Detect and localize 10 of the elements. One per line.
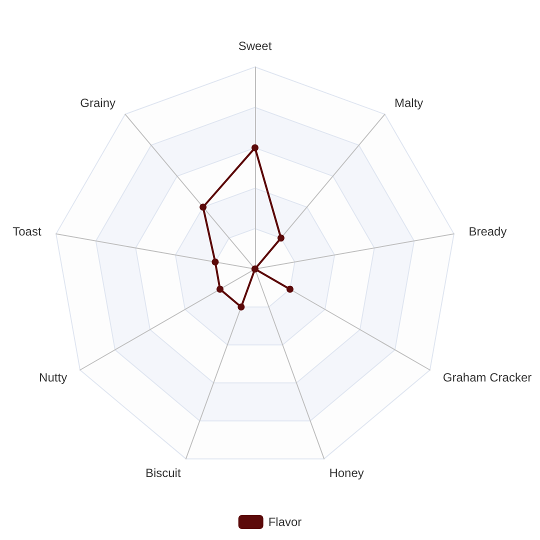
spoke-label: Honey xyxy=(329,466,364,480)
spoke-label: Bready xyxy=(468,224,507,238)
spoke-label: Grainy xyxy=(80,96,116,110)
spoke-label: Graham Cracker xyxy=(442,370,532,384)
spoke-label: Biscuit xyxy=(145,466,182,480)
spoke-label: Toast xyxy=(12,224,42,238)
spoke-label: Nutty xyxy=(39,370,68,384)
spoke-label: Sweet xyxy=(238,39,272,53)
legend-label: Flavor xyxy=(268,515,302,529)
spoke-label: Malty xyxy=(394,96,424,110)
